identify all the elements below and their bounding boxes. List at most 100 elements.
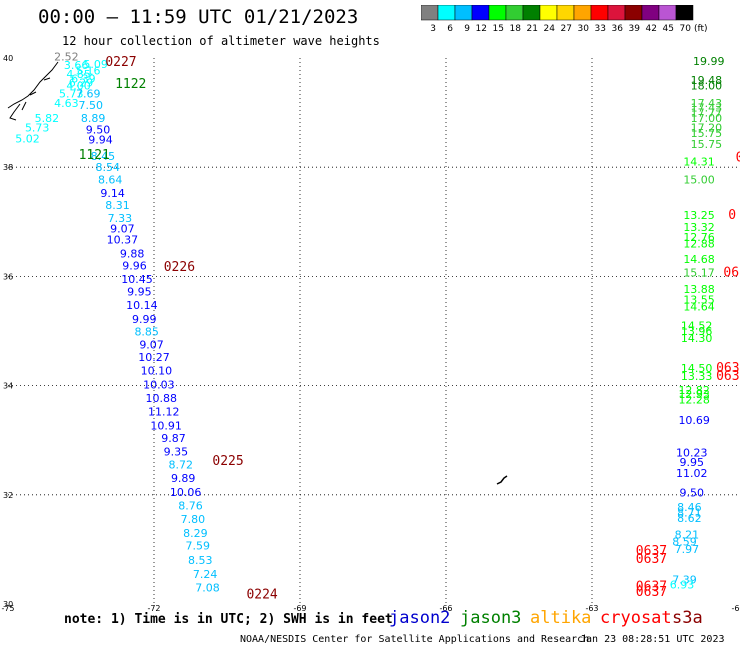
track-time-label: 0637 bbox=[636, 552, 667, 567]
wave-height-value: 8.89 bbox=[81, 112, 106, 125]
wave-height-value: 10.69 bbox=[678, 414, 710, 427]
wave-height-value: 19.48 bbox=[691, 74, 723, 87]
wave-height-value: 9.99 bbox=[132, 313, 157, 326]
wave-height-value: 14.64 bbox=[683, 300, 715, 313]
track-time-label: 1121 bbox=[79, 148, 110, 163]
wave-height-value: 10.03 bbox=[143, 378, 175, 391]
wave-height-value: 9.50 bbox=[680, 486, 705, 499]
lat-tick-label: 32 bbox=[3, 491, 13, 500]
legend-bin-label: 27 bbox=[561, 24, 572, 34]
wave-height-value: 8.53 bbox=[188, 554, 213, 567]
map-title: 00:00 – 11:59 UTC 01/21/2023 bbox=[38, 6, 359, 28]
wave-height-value: 9.88 bbox=[120, 247, 145, 260]
track-time-label: 0227 bbox=[105, 55, 136, 70]
legend-bin-label: 42 bbox=[646, 24, 657, 34]
wave-height-value: 8.72 bbox=[169, 459, 194, 472]
island-outline bbox=[496, 475, 508, 485]
legend-bin-label: 24 bbox=[544, 24, 556, 34]
wave-height-value: 9.50 bbox=[86, 123, 111, 136]
legend-bin-label: 15 bbox=[493, 24, 504, 34]
lon-tick-label: -72 bbox=[147, 604, 160, 613]
wave-height-value: 13.25 bbox=[683, 209, 715, 222]
wave-height-value: 12.76 bbox=[683, 231, 715, 244]
wave-height-value: 17.43 bbox=[691, 102, 723, 115]
satellite-jason2: jason2 bbox=[389, 608, 451, 628]
wave-height-value: 9.95 bbox=[127, 286, 152, 299]
wave-height-value: 11.02 bbox=[676, 467, 708, 480]
track-time-label: 0226 bbox=[164, 260, 195, 275]
wave-height-value: 6.29 bbox=[69, 76, 94, 89]
lat-tick-label: 40 bbox=[3, 54, 13, 63]
wave-height-value: 12.88 bbox=[683, 237, 715, 250]
wave-height-value: 8.54 bbox=[96, 161, 121, 174]
wave-height-value: 10.10 bbox=[141, 365, 173, 378]
wave-height-value: 10.14 bbox=[126, 299, 158, 312]
wave-height-value: 10.06 bbox=[170, 486, 202, 499]
footer-timestamp: Jan 23 08:28:51 UTC 2023 bbox=[580, 634, 725, 645]
lon-tick-label: -63 bbox=[585, 604, 598, 613]
wave-height-value: 9.07 bbox=[110, 223, 135, 236]
wave-height-value: 10.27 bbox=[138, 351, 170, 364]
legend-color-swatch bbox=[675, 5, 694, 21]
wave-height-value: 15.75 bbox=[691, 127, 723, 140]
wave-height-value: 13.55 bbox=[683, 294, 715, 307]
wave-height-value: 9.96 bbox=[122, 259, 147, 272]
wave-height-value: 7.97 bbox=[675, 543, 700, 556]
legend-bin-label: 3 bbox=[430, 24, 436, 34]
wave-height-value: 8.71 bbox=[677, 507, 702, 520]
wave-height-value: 14.31 bbox=[683, 156, 715, 169]
legend-bin-label: 39 bbox=[629, 24, 641, 34]
lat-tick-label: 34 bbox=[3, 382, 13, 391]
legend-bin-label: 33 bbox=[595, 24, 606, 34]
wave-height-value: 9.94 bbox=[88, 134, 113, 147]
wave-height-value: 9.87 bbox=[161, 432, 186, 445]
track-time-label: 0637 bbox=[716, 361, 740, 376]
wave-height-value: 7.50 bbox=[78, 99, 103, 112]
track-time-label: 0637 bbox=[636, 585, 667, 600]
wave-height-value: 15.75 bbox=[691, 138, 723, 151]
track-time-label: 0224 bbox=[246, 588, 277, 603]
wave-height-value: 14.52 bbox=[681, 319, 713, 332]
wave-height-value: 5.02 bbox=[15, 133, 40, 146]
wave-height-value: 10.91 bbox=[150, 419, 182, 432]
wave-height-value: 8.62 bbox=[677, 512, 702, 525]
wave-height-value: 13.33 bbox=[681, 370, 713, 383]
wave-height-value: 12.93 bbox=[678, 388, 710, 401]
wave-height-value: 4.63 bbox=[54, 97, 79, 110]
coastline bbox=[7, 61, 59, 121]
wave-height-value: 12.28 bbox=[678, 394, 710, 407]
wave-height-value: 11.12 bbox=[148, 406, 180, 419]
wave-height-value: 8.76 bbox=[178, 500, 203, 513]
wave-height-value: 6.93 bbox=[670, 579, 695, 592]
footer-note: note: 1) Time is in UTC; 2) SWH is in fe… bbox=[64, 612, 393, 627]
wave-height-value: 13.96 bbox=[681, 325, 713, 338]
track-time-label: 0637 bbox=[636, 579, 667, 594]
satellite-jason3: jason3 bbox=[460, 608, 522, 628]
legend-bin-label: 45 bbox=[663, 24, 674, 34]
track-time-label: 0 bbox=[728, 208, 736, 223]
wave-height-value: 15.00 bbox=[683, 174, 715, 187]
wave-height-value: 17.43 bbox=[691, 97, 723, 110]
legend-bin-label: 18 bbox=[510, 24, 522, 34]
legend-bin-label: 30 bbox=[578, 24, 590, 34]
legend-bin-label: 70 bbox=[680, 24, 692, 34]
wave-height-value: 13.32 bbox=[683, 221, 715, 234]
wave-height-value: 7.69 bbox=[76, 87, 101, 100]
wave-height-value: 8.46 bbox=[677, 501, 702, 514]
wave-height-value: 14.68 bbox=[683, 253, 715, 266]
lon-tick-label: -75 bbox=[1, 604, 14, 613]
track-time-label: 0 bbox=[736, 151, 740, 166]
legend-bin-label: 6 bbox=[447, 24, 453, 34]
track-time-label: 06 bbox=[723, 265, 739, 280]
wave-height-value: 5.73 bbox=[25, 122, 50, 135]
legend-bin-label: 9 bbox=[464, 24, 470, 34]
track-time-label: 0637 bbox=[716, 369, 740, 384]
wave-height-value: 10.23 bbox=[676, 447, 708, 460]
wave-height-value: 15.17 bbox=[683, 266, 715, 279]
track-time-label: 0637 bbox=[636, 544, 667, 559]
wave-height-value: 10.37 bbox=[107, 234, 139, 247]
track-time-label: 1122 bbox=[115, 77, 146, 92]
wave-height-value: 7.59 bbox=[186, 539, 211, 552]
wave-height-value: 18.00 bbox=[691, 80, 723, 93]
